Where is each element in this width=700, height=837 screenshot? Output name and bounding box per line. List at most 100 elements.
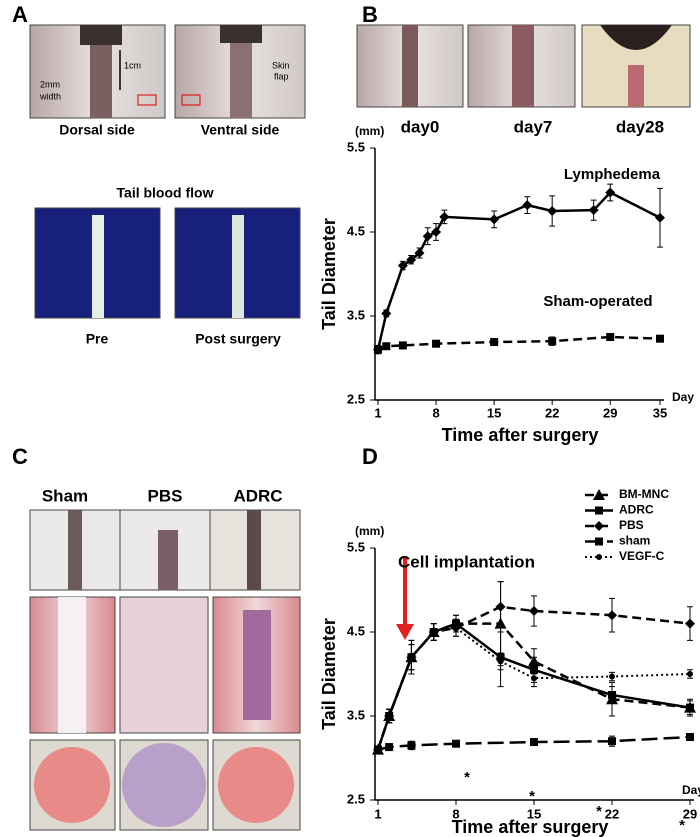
x-unit: Day [672,390,694,404]
caption: Tail blood flow [117,185,214,201]
x-axis-title: Time after surgery [442,425,599,445]
legend-label: ADRC [619,503,654,517]
marker [452,739,460,748]
series-line [377,335,661,351]
y-tick-label: 4.5 [347,623,365,638]
photo-label: 1cm [124,60,141,70]
marker [407,741,416,750]
marker [432,339,441,348]
caption: ADRC [233,486,282,505]
x-tick-label: 22 [605,806,619,821]
marker [431,227,442,237]
x-unit: Day [682,783,700,797]
photo-label: flap [274,71,289,81]
marker [408,654,415,661]
caption: Pre [86,331,109,347]
annotation: Cell implantation [398,552,535,571]
marker [656,334,664,343]
x-tick-label: 22 [545,405,559,420]
x-tick-label: 15 [527,806,541,821]
marker [607,610,617,621]
marker [655,212,665,223]
marker [522,200,533,211]
panel-label: A [12,2,28,27]
annotation: * [464,769,470,786]
y-tick-label: 5.5 [347,139,365,154]
marker [374,345,382,354]
marker [397,260,408,271]
y-unit: (mm) [355,124,384,138]
marker [547,206,558,216]
photos-b [356,24,691,108]
caption: day7 [514,117,553,136]
y-tick-label: 4.5 [347,223,365,238]
marker [489,214,500,225]
marker [686,703,694,712]
marker [382,342,391,351]
marker [453,624,459,631]
marker [530,738,538,747]
photos-a [29,24,306,319]
caption: PBS [148,486,183,505]
legend-label: VEGF-C [619,549,665,563]
x-axis-title: Time after surgery [452,817,609,837]
marker [422,231,433,242]
photos-c [29,509,301,831]
legend-label: sham [619,534,650,548]
panel-label: D [362,444,378,469]
caption: Ventral side [201,122,280,138]
marker [381,308,392,319]
x-tick-label: 29 [603,405,617,420]
marker [608,737,616,746]
marker [588,205,599,216]
marker [595,537,603,546]
marker [439,211,450,222]
marker [686,733,694,741]
annotation: * [529,788,535,805]
photo-label: 2mm [40,79,60,89]
marker [605,187,616,198]
caption: Post surgery [195,331,281,347]
annotation: * [596,803,602,820]
marker [606,333,615,341]
y-tick-label: 5.5 [347,539,365,554]
caption: day0 [401,117,440,136]
x-tick-label: 1 [374,806,381,821]
caption: Sham [42,486,88,505]
caption: Dorsal side [59,122,135,138]
marker [430,629,437,635]
marker [386,713,393,719]
x-tick-label: 8 [452,806,459,821]
marker [608,691,616,699]
implantation-arrowhead [396,624,414,640]
marker [375,746,381,753]
marker [495,601,506,612]
series-label: Sham-operated [543,293,652,310]
marker [529,606,539,616]
x-tick-label: 35 [653,405,667,420]
photo-label: width [39,91,61,101]
x-tick-label: 15 [487,405,501,420]
caption: day28 [616,117,664,136]
y-axis-title: Tail Diameter [319,218,339,330]
legend-label: PBS [619,518,644,532]
y-tick-label: 3.5 [347,707,365,722]
y-axis-title: Tail Diameter [319,618,339,730]
marker [398,341,407,350]
marker [595,506,603,515]
marker [385,743,394,752]
series-line [377,626,691,750]
x-tick-label: 1 [374,405,381,420]
marker [596,554,602,560]
photo-label: Skin [272,60,290,70]
marker [497,658,504,665]
annotation: * [679,817,685,834]
marker [609,673,615,680]
y-tick-label: 3.5 [347,307,365,322]
x-tick-label: 29 [683,806,697,821]
panel-label: C [12,444,28,469]
marker [594,521,604,531]
marker [414,248,425,258]
marker [406,254,417,265]
